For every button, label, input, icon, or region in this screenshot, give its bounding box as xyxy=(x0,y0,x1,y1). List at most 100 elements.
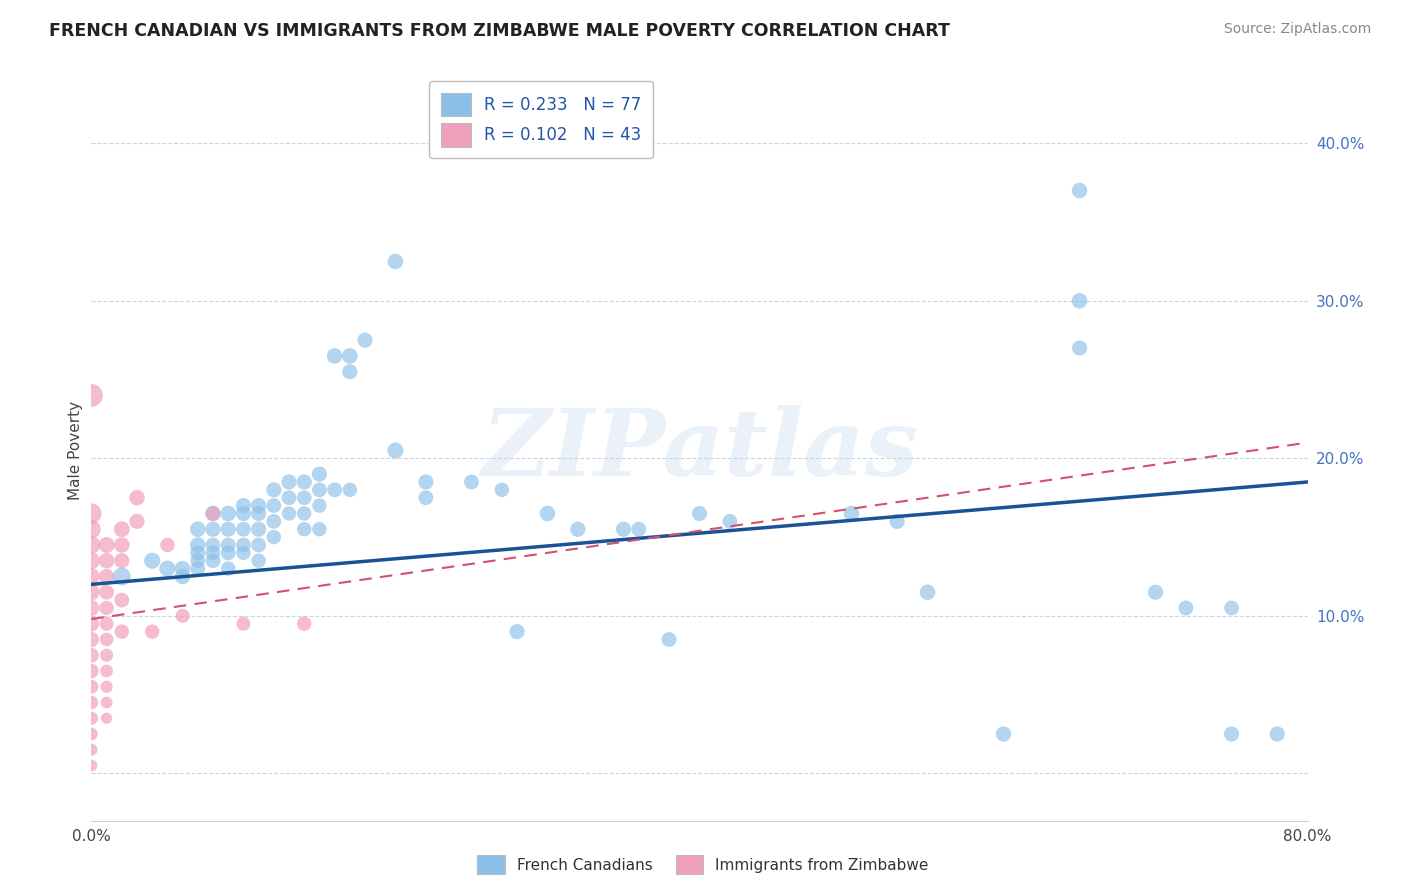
Point xyxy=(80,522,103,536)
Legend: R = 0.233   N = 77, R = 0.102   N = 43: R = 0.233 N = 77, R = 0.102 N = 43 xyxy=(429,81,654,159)
Point xyxy=(718,514,741,528)
Text: FRENCH CANADIAN VS IMMIGRANTS FROM ZIMBABWE MALE POVERTY CORRELATION CHART: FRENCH CANADIAN VS IMMIGRANTS FROM ZIMBA… xyxy=(49,22,950,40)
Point xyxy=(96,601,118,615)
Point xyxy=(292,616,315,631)
Point xyxy=(278,491,301,505)
Point xyxy=(308,467,330,481)
Point xyxy=(187,561,209,575)
Point xyxy=(308,483,330,497)
Point xyxy=(80,727,103,741)
Y-axis label: Male Poverty: Male Poverty xyxy=(67,401,83,500)
Text: Source: ZipAtlas.com: Source: ZipAtlas.com xyxy=(1223,22,1371,37)
Point xyxy=(415,491,437,505)
Point xyxy=(232,616,254,631)
Point xyxy=(536,507,558,521)
Point xyxy=(1069,293,1091,308)
Point xyxy=(125,514,148,528)
Point xyxy=(80,507,103,521)
Point xyxy=(627,522,650,536)
Point xyxy=(187,538,209,552)
Point xyxy=(80,632,103,647)
Point xyxy=(202,507,225,521)
Point xyxy=(217,538,239,552)
Point xyxy=(80,554,103,568)
Point xyxy=(292,491,315,505)
Point xyxy=(111,538,134,552)
Point xyxy=(202,554,225,568)
Point xyxy=(111,522,134,536)
Point xyxy=(263,530,285,544)
Point xyxy=(80,758,103,772)
Point xyxy=(96,711,118,725)
Point xyxy=(247,522,270,536)
Point xyxy=(339,483,361,497)
Point xyxy=(384,443,406,458)
Point xyxy=(323,349,346,363)
Point xyxy=(567,522,589,536)
Point xyxy=(263,514,285,528)
Point xyxy=(96,664,118,678)
Point xyxy=(354,333,377,347)
Point xyxy=(491,483,513,497)
Point xyxy=(993,727,1015,741)
Point xyxy=(1144,585,1167,599)
Point xyxy=(80,585,103,599)
Point xyxy=(339,365,361,379)
Point xyxy=(278,475,301,489)
Point xyxy=(292,475,315,489)
Point xyxy=(156,538,179,552)
Legend: French Canadians, Immigrants from Zimbabwe: French Canadians, Immigrants from Zimbab… xyxy=(471,849,935,880)
Point xyxy=(217,561,239,575)
Point xyxy=(80,538,103,552)
Point xyxy=(292,507,315,521)
Point xyxy=(80,648,103,663)
Point xyxy=(415,475,437,489)
Point xyxy=(232,538,254,552)
Point xyxy=(80,664,103,678)
Text: ZIPatlas: ZIPatlas xyxy=(481,406,918,495)
Point xyxy=(263,483,285,497)
Point xyxy=(141,554,163,568)
Point xyxy=(187,546,209,560)
Point xyxy=(80,680,103,694)
Point xyxy=(141,624,163,639)
Point xyxy=(1069,184,1091,198)
Point xyxy=(111,569,134,583)
Point xyxy=(308,522,330,536)
Point xyxy=(278,507,301,521)
Point xyxy=(80,601,103,615)
Point xyxy=(841,507,863,521)
Point xyxy=(96,648,118,663)
Point xyxy=(172,561,194,575)
Point xyxy=(232,507,254,521)
Point xyxy=(460,475,482,489)
Point xyxy=(96,585,118,599)
Point xyxy=(202,546,225,560)
Point xyxy=(612,522,634,536)
Point xyxy=(247,507,270,521)
Point xyxy=(202,522,225,536)
Point xyxy=(172,608,194,623)
Point xyxy=(172,569,194,583)
Point xyxy=(96,616,118,631)
Point xyxy=(80,711,103,725)
Point xyxy=(658,632,681,647)
Point xyxy=(96,569,118,583)
Point xyxy=(80,696,103,710)
Point xyxy=(80,616,103,631)
Point xyxy=(506,624,529,639)
Point xyxy=(96,696,118,710)
Point xyxy=(247,499,270,513)
Point xyxy=(80,743,103,757)
Point xyxy=(917,585,939,599)
Point xyxy=(111,593,134,607)
Point xyxy=(1220,727,1243,741)
Point xyxy=(688,507,710,521)
Point xyxy=(1069,341,1091,355)
Point xyxy=(232,546,254,560)
Point xyxy=(1174,601,1197,615)
Point xyxy=(187,554,209,568)
Point xyxy=(80,388,103,402)
Point xyxy=(339,349,361,363)
Point xyxy=(292,522,315,536)
